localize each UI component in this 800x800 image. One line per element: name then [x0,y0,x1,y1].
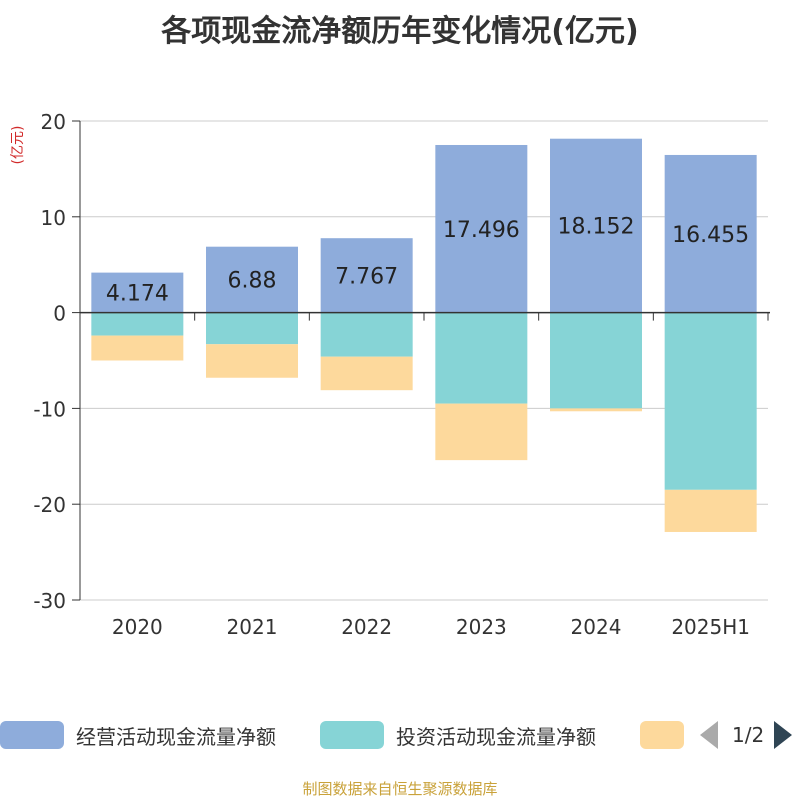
y-tick-label: -20 [33,493,66,517]
bar-0 [91,272,184,313]
bar-1 [320,312,413,357]
data-label: 18.152 [558,215,635,240]
source-note: 制图数据来自恒生聚源数据库 [302,780,498,798]
bar-0 [550,138,642,313]
x-tick-label: 2023 [456,615,507,639]
legend-next-icon[interactable] [774,721,793,749]
x-tick-label: 2020 [112,615,163,639]
y-axis-label: (亿元) [10,126,26,165]
bar-1 [664,312,757,490]
bar-2 [91,335,184,361]
legend-pager: 1/2 [700,718,793,752]
legend-item-financing[interactable] [640,720,684,750]
bar-0 [435,144,528,313]
data-label: 7.767 [335,264,398,289]
y-tick-label: -30 [33,589,66,613]
legend-swatch-investing [320,721,384,749]
x-tick-label: 2021 [227,615,278,639]
y-tick-label: 10 [41,206,66,230]
bar-1 [435,312,528,404]
bar-1 [550,312,642,409]
legend-label-operating: 经营活动现金流量净额 [76,724,276,749]
bar-2 [435,403,528,461]
bar-0 [664,154,757,313]
bar-2 [550,408,642,412]
legend: 经营活动现金流量净额 投资活动现金流量净额 1/2 [0,716,800,756]
bar-1 [91,312,184,336]
legend-item-investing[interactable]: 投资活动现金流量净额 [320,720,596,750]
y-tick-label: 0 [53,302,66,326]
data-label: 16.455 [672,223,749,248]
bar-0 [206,246,298,313]
bar-0 [320,238,413,313]
legend-prev-icon[interactable] [700,721,718,749]
data-label: 4.174 [106,282,169,307]
y-tick-label: -10 [33,397,66,421]
bar-2 [320,356,413,391]
legend-swatch-operating [0,721,64,749]
legend-swatch-financing [640,721,684,749]
data-label: 6.88 [228,269,277,294]
chart-title: 各项现金流净额历年变化情况(亿元) [161,14,639,49]
chart-svg: 20 10 0 -10 -20 -30 (亿元) 4.174 2020 6.88 2021 7.767… [10,110,770,639]
x-tick-label: 2025H1 [671,615,750,639]
bar-1 [206,312,298,345]
bar-2 [206,344,298,378]
legend-item-operating[interactable]: 经营活动现金流量净额 [0,720,276,750]
legend-page-text: 1/2 [732,723,765,747]
x-tick-label: 2024 [571,615,622,639]
data-label: 17.496 [443,218,520,243]
legend-label-investing: 投资活动现金流量净额 [396,724,596,749]
y-tick-label: 20 [41,110,66,134]
x-tick-label: 2022 [341,615,392,639]
bar-2 [664,489,757,532]
